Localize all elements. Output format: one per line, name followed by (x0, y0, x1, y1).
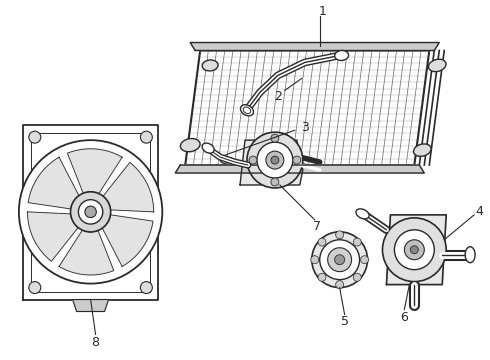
Text: 4: 4 (475, 205, 483, 219)
Circle shape (141, 282, 152, 293)
Circle shape (271, 134, 279, 142)
Circle shape (249, 156, 257, 164)
Circle shape (336, 280, 343, 289)
Circle shape (318, 273, 326, 281)
Ellipse shape (202, 60, 218, 71)
Polygon shape (59, 230, 114, 275)
Polygon shape (102, 215, 153, 266)
Circle shape (328, 248, 352, 272)
Circle shape (335, 255, 344, 265)
Circle shape (361, 256, 368, 264)
Ellipse shape (202, 143, 214, 153)
Circle shape (271, 178, 279, 186)
Text: 7: 7 (313, 220, 321, 233)
Circle shape (383, 218, 446, 282)
Ellipse shape (465, 247, 475, 263)
Circle shape (312, 232, 368, 288)
Circle shape (85, 206, 97, 217)
Ellipse shape (180, 139, 200, 152)
Circle shape (336, 231, 343, 239)
Ellipse shape (428, 59, 446, 72)
Circle shape (141, 131, 152, 143)
Polygon shape (103, 162, 154, 212)
Ellipse shape (356, 209, 369, 219)
Circle shape (394, 230, 434, 270)
Polygon shape (387, 215, 446, 285)
Circle shape (257, 142, 293, 178)
Circle shape (319, 240, 360, 280)
Text: 6: 6 (400, 311, 408, 324)
Text: 3: 3 (301, 121, 309, 134)
Circle shape (404, 240, 424, 260)
Circle shape (271, 156, 279, 164)
Polygon shape (240, 140, 303, 185)
Text: 5: 5 (341, 315, 348, 328)
Circle shape (311, 256, 319, 264)
Ellipse shape (243, 107, 251, 113)
Ellipse shape (414, 144, 431, 156)
Circle shape (247, 132, 303, 188)
Circle shape (266, 151, 284, 169)
Circle shape (78, 200, 103, 224)
Polygon shape (190, 42, 439, 50)
Polygon shape (185, 50, 429, 165)
Circle shape (29, 131, 41, 143)
Circle shape (29, 282, 41, 293)
Ellipse shape (241, 105, 253, 116)
Circle shape (318, 238, 326, 246)
Text: 1: 1 (319, 5, 327, 18)
Polygon shape (68, 149, 122, 194)
Polygon shape (27, 212, 78, 261)
Text: 8: 8 (92, 336, 99, 349)
Circle shape (410, 246, 418, 254)
Circle shape (71, 192, 111, 232)
Circle shape (353, 273, 361, 281)
Polygon shape (28, 157, 79, 209)
Ellipse shape (335, 50, 348, 60)
Circle shape (19, 140, 162, 284)
Circle shape (353, 238, 361, 246)
Polygon shape (73, 300, 108, 311)
Polygon shape (175, 165, 424, 173)
Polygon shape (31, 133, 150, 292)
Text: 2: 2 (274, 90, 282, 103)
Polygon shape (23, 125, 158, 300)
Circle shape (293, 156, 301, 164)
